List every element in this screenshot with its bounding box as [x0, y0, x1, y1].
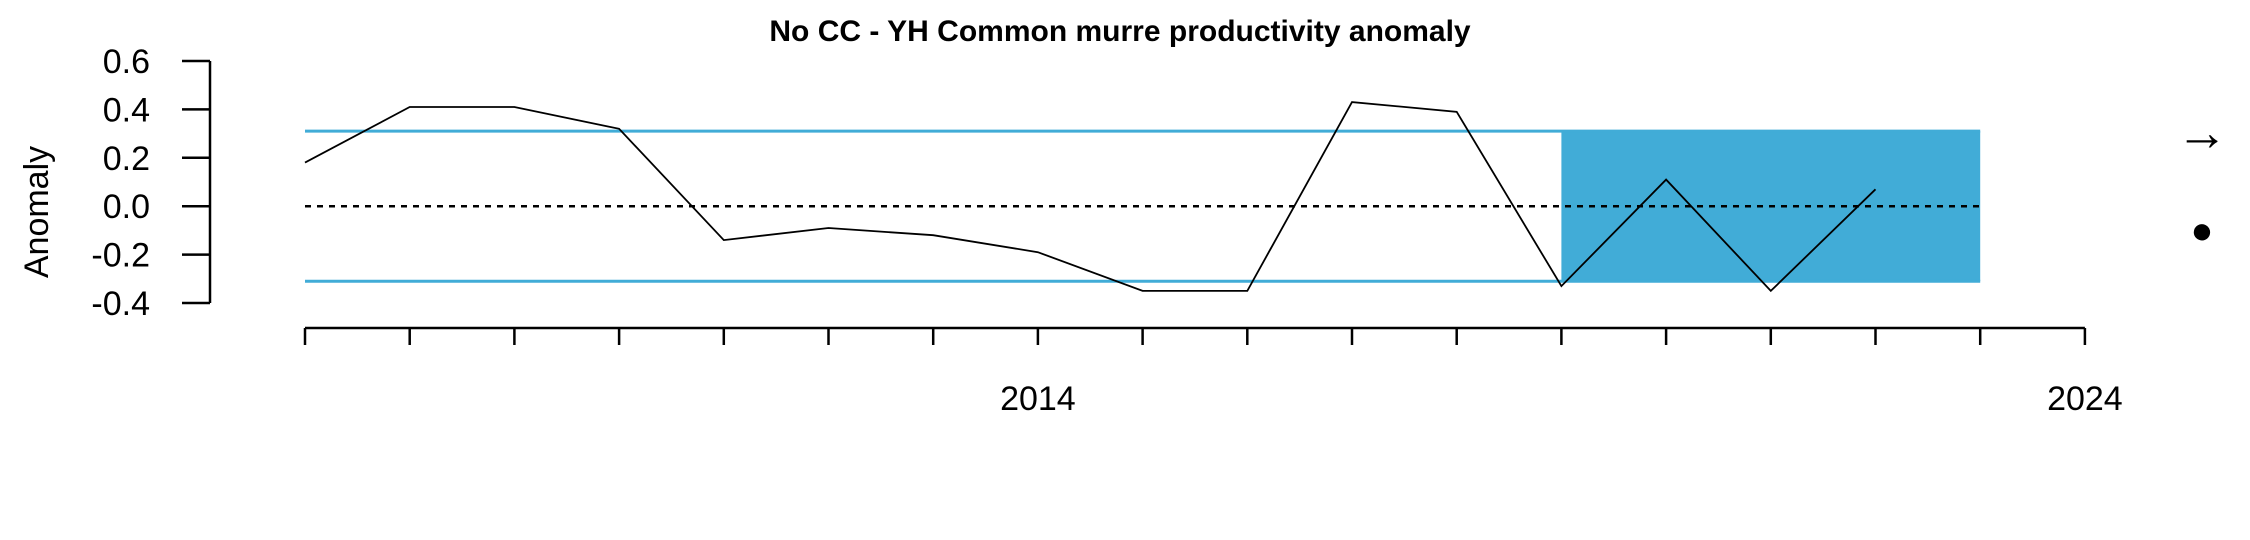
y-axis-title: Anomaly [18, 146, 56, 278]
y-tick-label: 0.4 [103, 91, 150, 129]
y-tick-label: 0.6 [103, 43, 150, 81]
y-tick-label: 0.2 [103, 140, 150, 178]
mean-dot-icon: ● [2191, 210, 2214, 252]
x-tick-label: 2014 [1000, 380, 1076, 418]
x-tick-label: 2024 [2047, 380, 2123, 418]
y-tick-label: 0.0 [103, 188, 150, 226]
y-tick-label: -0.4 [91, 285, 150, 323]
series-layer [304, 101, 1877, 293]
y-tick-label: -0.2 [91, 237, 150, 275]
y-axis: 0.6 0.4 0.2 0.0 -0.2 -0.4 [91, 43, 212, 323]
x-axis: 2014 2024 [303, 326, 2123, 418]
trend-arrow-icon: → [2176, 104, 2228, 162]
reference-lines-layer [305, 129, 1981, 283]
chart-title: No CC - YH Common murre productivity ano… [769, 15, 1471, 48]
series-line [304, 101, 1877, 293]
